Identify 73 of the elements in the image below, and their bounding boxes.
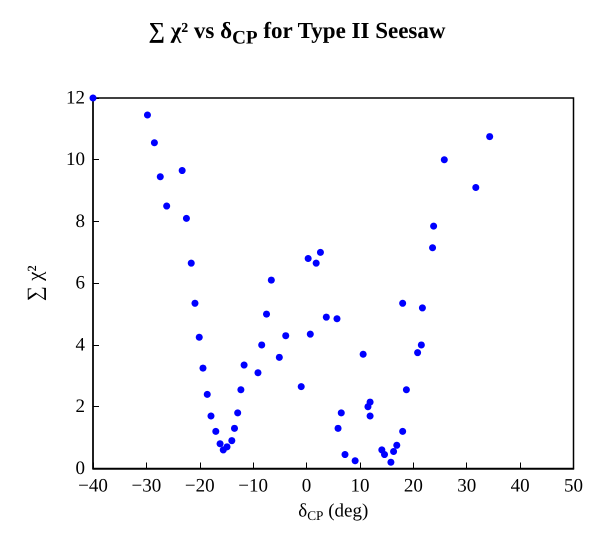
chart-title: ∑ χ² vs δ$_{CP}$ for Type II Seesaw (148, 18, 446, 50)
point (472, 184, 480, 192)
x-tick-label: 20 (404, 475, 423, 496)
x-tick-label: 10 (350, 475, 370, 496)
point (414, 349, 422, 356)
point (212, 428, 220, 435)
point (342, 451, 348, 458)
y-tick-label: 2 (76, 396, 85, 418)
y-tick-label: 4 (76, 334, 86, 356)
point (282, 332, 290, 340)
point (387, 458, 394, 466)
point (156, 173, 164, 180)
point (258, 341, 266, 348)
point (399, 428, 406, 435)
point (333, 315, 340, 322)
point (204, 390, 211, 398)
point (390, 448, 398, 455)
x-tick-label: −30 (132, 475, 162, 496)
point (228, 437, 236, 444)
point (188, 260, 195, 267)
point (199, 364, 206, 372)
point (381, 451, 388, 458)
x-tick-label: 40 (510, 475, 530, 496)
point (312, 260, 320, 267)
point (304, 255, 312, 262)
point (191, 300, 198, 307)
point (399, 300, 406, 307)
point (316, 248, 324, 256)
point (182, 214, 190, 222)
point (224, 443, 231, 450)
point (418, 304, 426, 312)
point (306, 330, 314, 338)
point (418, 341, 425, 348)
point (163, 202, 170, 210)
point (234, 409, 242, 416)
point (393, 442, 400, 449)
point (298, 383, 305, 390)
point (429, 244, 436, 252)
y-tick-label: 12 (66, 88, 85, 108)
point (322, 314, 330, 321)
x-tick-label: 30 (457, 475, 476, 496)
point (90, 94, 96, 102)
point (237, 386, 244, 394)
point (216, 440, 224, 448)
point (276, 354, 283, 361)
point (230, 424, 238, 432)
point (352, 457, 359, 464)
y-tick-label: 6 (76, 272, 85, 294)
x-tick-label: −10 (238, 475, 268, 496)
point (178, 167, 186, 174)
x-tick-label: 50 (564, 475, 583, 496)
point (486, 133, 494, 140)
y-axis-title: ∑ χ² (22, 265, 46, 302)
point (254, 369, 262, 376)
point (366, 398, 374, 406)
point (360, 350, 367, 358)
point (150, 139, 158, 146)
point (196, 334, 203, 341)
point (263, 310, 270, 318)
x-tick-label: −20 (184, 475, 215, 496)
point (207, 412, 214, 420)
point (144, 111, 151, 118)
point (430, 222, 438, 230)
y-tick-label: 8 (76, 210, 85, 232)
point (240, 362, 248, 369)
point (366, 412, 374, 420)
point (402, 386, 410, 394)
point (268, 276, 275, 284)
point (440, 156, 448, 164)
y-tick-label: 10 (66, 149, 85, 170)
point (338, 409, 345, 416)
x-tick-label: 0 (302, 475, 312, 496)
point (334, 424, 342, 432)
